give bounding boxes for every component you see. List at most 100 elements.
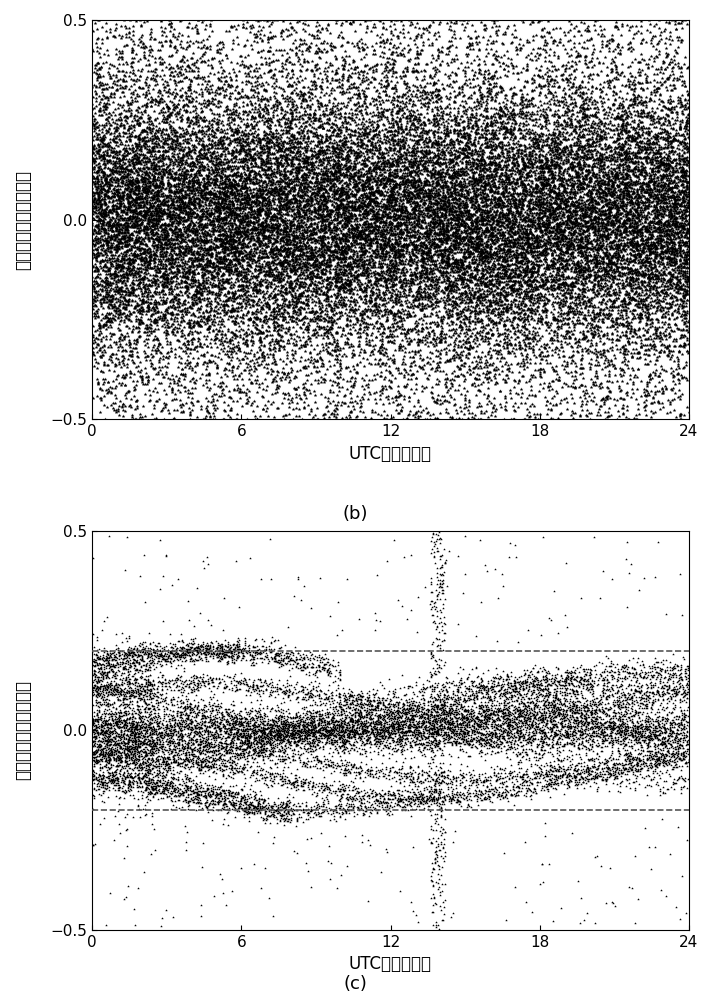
Point: [312, 199, 324, 215]
Point: [622, 750, 633, 766]
Point: [272, 233, 283, 249]
Point: [388, 683, 399, 699]
Point: [501, 367, 512, 383]
Point: [675, 308, 687, 324]
Point: [675, 60, 687, 76]
Point: [602, 174, 613, 190]
Point: [227, 127, 239, 143]
Point: [296, 735, 307, 751]
Point: [586, 770, 598, 786]
Point: [427, 176, 438, 192]
Point: [217, 671, 228, 687]
Point: [584, 260, 595, 276]
Point: [481, 359, 493, 375]
Point: [373, 201, 385, 217]
Point: [92, 199, 104, 215]
Point: [574, 169, 585, 185]
Point: [358, 156, 369, 172]
Point: [660, 248, 671, 264]
Point: [357, 192, 368, 208]
Point: [502, 727, 513, 743]
Point: [324, 249, 335, 265]
Point: [424, 144, 435, 160]
Point: [443, 201, 454, 217]
Point: [432, 225, 443, 241]
Point: [293, 220, 305, 236]
Point: [439, 694, 451, 710]
Point: [533, 171, 545, 187]
Point: [632, 126, 643, 142]
Point: [302, 723, 313, 739]
Point: [541, 279, 552, 295]
Point: [268, 740, 280, 756]
Point: [291, 689, 302, 705]
Point: [246, 723, 258, 739]
Point: [187, 175, 199, 191]
Point: [298, 755, 310, 771]
Point: [87, 672, 98, 688]
Point: [434, 921, 445, 937]
Point: [653, 751, 665, 767]
Point: [382, 710, 393, 726]
Point: [489, 728, 501, 744]
Point: [360, 280, 371, 296]
Point: [160, 114, 172, 130]
Point: [594, 173, 606, 189]
Point: [181, 710, 192, 726]
Point: [142, 655, 153, 671]
Point: [555, 144, 567, 160]
Point: [354, 329, 366, 345]
Point: [422, 280, 433, 296]
Point: [209, 796, 220, 812]
Point: [457, 259, 468, 275]
Point: [251, 147, 263, 163]
Point: [97, 221, 109, 237]
Point: [104, 705, 115, 721]
Point: [497, 120, 508, 136]
Point: [116, 741, 128, 757]
Point: [293, 242, 305, 258]
Point: [291, 230, 302, 246]
Point: [212, 244, 224, 260]
Point: [660, 755, 671, 771]
Point: [317, 238, 328, 254]
Point: [114, 166, 126, 182]
Point: [110, 223, 121, 239]
Point: [618, 265, 630, 281]
Point: [223, 784, 234, 800]
Point: [97, 743, 109, 759]
Point: [449, 270, 460, 286]
Point: [306, 154, 317, 170]
Point: [323, 135, 334, 151]
Point: [283, 54, 295, 70]
Point: [134, 743, 146, 759]
Point: [329, 331, 340, 347]
Point: [254, 133, 266, 149]
Point: [126, 709, 138, 725]
Point: [535, 12, 547, 28]
Point: [114, 227, 125, 243]
Point: [145, 846, 156, 862]
Point: [299, 754, 310, 770]
Point: [250, 95, 261, 111]
Point: [682, 216, 694, 232]
Point: [144, 295, 155, 311]
Point: [187, 702, 198, 718]
Point: [152, 766, 163, 782]
Point: [209, 222, 220, 238]
Point: [187, 668, 199, 684]
Point: [151, 138, 162, 154]
Point: [132, 698, 143, 714]
Point: [188, 258, 200, 274]
Point: [376, 199, 388, 215]
Point: [262, 104, 273, 120]
Point: [405, 703, 416, 719]
Point: [261, 215, 272, 231]
Point: [470, 237, 481, 253]
Point: [273, 125, 284, 141]
Point: [337, 718, 349, 734]
Point: [332, 720, 343, 736]
Point: [397, 741, 408, 757]
Point: [188, 670, 200, 686]
Point: [472, 709, 484, 725]
